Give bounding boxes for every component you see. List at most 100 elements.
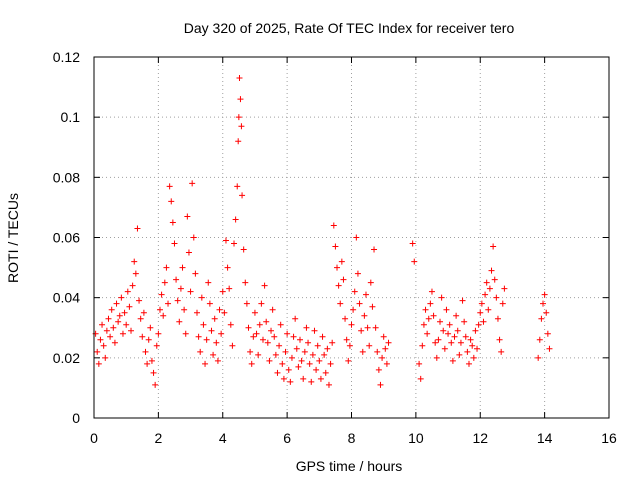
data-point [536,336,543,343]
data-point [168,198,175,205]
data-point [134,225,141,232]
data-point [298,357,305,364]
data-point [219,288,226,295]
data-point [103,327,110,334]
data-point [142,348,149,355]
data-point [490,243,497,250]
data-point [226,285,233,292]
data-point [176,318,183,325]
data-point [445,330,452,337]
data-point [189,180,196,187]
data-point [250,333,257,340]
data-point [303,324,310,331]
data-point [161,279,168,286]
x-axis-title: GPS time / hours [296,458,403,474]
data-point [144,360,151,367]
data-point [272,351,279,358]
data-point [345,357,352,364]
data-point [119,330,126,337]
data-point [274,369,281,376]
data-point [222,237,229,244]
data-point [259,336,266,343]
data-point [364,324,371,331]
data-point [238,123,245,130]
data-point [258,300,265,307]
data-point [147,324,154,331]
data-point [256,321,263,328]
data-point [422,306,429,313]
data-point [271,333,278,340]
data-point [327,360,334,367]
x-tick-label: 4 [219,430,227,446]
data-point [461,318,468,325]
data-point [424,330,431,337]
data-point [182,330,189,337]
data-point [236,75,243,82]
data-point [379,354,386,361]
data-point [382,345,389,352]
data-point [369,303,376,310]
data-point [110,324,117,331]
data-point [194,309,200,316]
data-point [292,315,299,322]
data-point [440,327,447,334]
data-point [269,306,276,313]
data-point [374,348,381,355]
data-point [322,369,329,376]
data-point [482,291,489,298]
data-point [501,285,508,292]
data-point [441,345,448,352]
data-point [309,351,316,358]
data-point [139,333,146,340]
data-point [427,300,434,307]
data-point [362,291,369,298]
data-point [297,336,303,343]
data-point [171,240,178,247]
x-tick-label: 12 [472,430,488,446]
data-point [261,282,268,289]
data-point [100,342,107,349]
data-point [351,288,358,295]
data-point [105,315,112,322]
data-point [288,354,295,361]
data-point [540,300,547,307]
data-point [348,321,355,328]
data-point [264,339,271,346]
data-point [173,276,180,283]
data-point [342,315,349,322]
data-point [430,312,437,319]
data-point [221,309,228,316]
data-point [126,303,133,310]
data-point [214,357,221,364]
data-point [449,357,456,364]
data-point [314,342,321,349]
data-point [99,321,106,328]
data-point [137,315,144,322]
data-point [469,342,476,349]
data-point [366,342,373,349]
data-point [277,321,284,328]
data-point [280,375,287,382]
data-point [210,351,217,358]
x-tick-label: 10 [408,430,424,446]
data-point [483,279,490,286]
data-point [488,267,495,274]
data-point [432,339,439,346]
data-point [358,327,365,334]
data-point [169,219,176,226]
data-point [371,246,378,253]
data-point [247,348,254,355]
data-point [205,279,212,286]
data-point [448,339,455,346]
data-point [451,333,458,340]
data-point [107,333,114,340]
data-point [543,309,550,316]
y-tick-label: 0.06 [53,230,80,246]
data-point [163,264,170,271]
data-point [329,339,336,346]
data-point [177,285,184,292]
data-point [208,327,215,334]
data-point [472,327,479,334]
